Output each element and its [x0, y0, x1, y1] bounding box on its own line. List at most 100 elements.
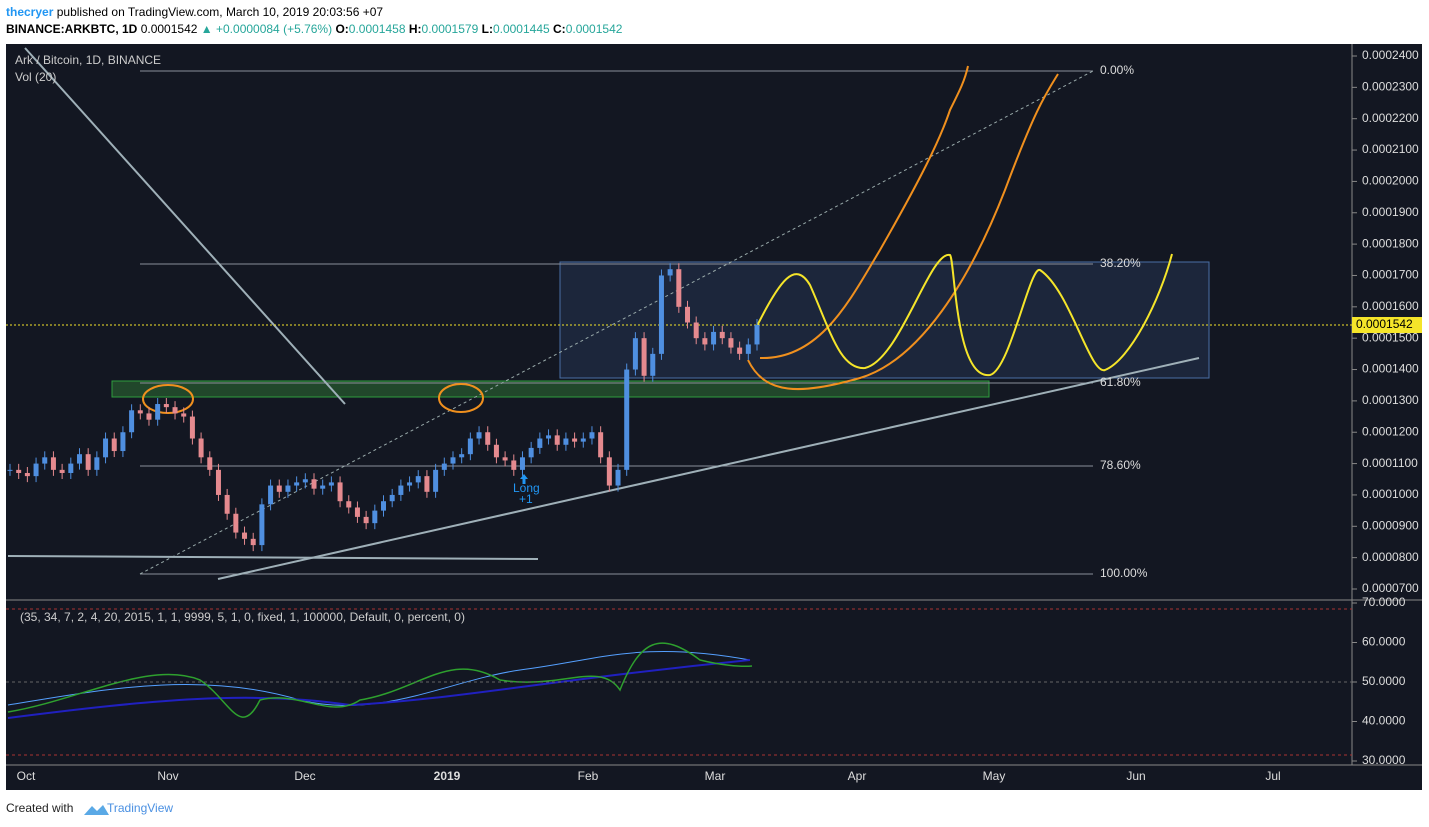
candle: [24, 472, 30, 477]
fib-label: 100.00%: [1100, 566, 1148, 580]
candle: [450, 457, 456, 464]
y-tick-label: 0.0002000: [1362, 174, 1419, 188]
candle: [476, 432, 482, 439]
author[interactable]: thecryer: [6, 5, 54, 19]
candle: [658, 275, 664, 354]
l-label: L:: [481, 22, 493, 36]
candle: [76, 454, 82, 464]
x-tick-label: Feb: [578, 769, 599, 783]
symbol: BINANCE:ARKBTC, 1D: [6, 22, 138, 36]
fib-lines: [140, 70, 1093, 575]
y-tick-label: 0.0001700: [1362, 268, 1419, 282]
c-label: C:: [553, 22, 566, 36]
candle: [189, 416, 195, 439]
indicator-tick-label: 40.0000: [1362, 714, 1406, 728]
candle: [94, 457, 100, 470]
candle: [693, 322, 699, 339]
long-arrow: [520, 474, 528, 484]
candle: [59, 469, 65, 473]
indicator-params: (35, 34, 7, 2, 4, 20, 2015, 1, 1, 9999, …: [20, 610, 465, 624]
candle: [485, 432, 491, 445]
candle: [320, 485, 326, 489]
candle: [598, 432, 604, 458]
candle: [467, 438, 473, 455]
candle: [233, 513, 239, 533]
y-tick-label: 0.0001300: [1362, 393, 1419, 407]
candle: [224, 494, 230, 514]
candle: [146, 413, 152, 420]
indicator-tick-label: 30.0000: [1362, 753, 1406, 767]
candle: [546, 435, 552, 439]
indicator-tick-label: 60.0000: [1362, 635, 1406, 649]
yellow-projection: [756, 253, 1173, 377]
change: +0.0000084 (+5.76%): [216, 22, 333, 36]
candle: [728, 338, 734, 348]
c: 0.0001542: [565, 22, 623, 36]
candle: [563, 438, 569, 445]
candle: [667, 269, 673, 276]
candle: [702, 338, 708, 345]
candle: [259, 504, 265, 546]
candle: [398, 485, 404, 495]
candle: [407, 482, 413, 486]
drawings: [6, 47, 1352, 756]
header-line-2: BINANCE:ARKBTC, 1D 0.0001542 ▲ +0.000008…: [6, 22, 622, 36]
y-tick-label: 0.0002200: [1362, 111, 1419, 125]
candle: [459, 454, 465, 458]
y-tick-label: 0.0001900: [1362, 205, 1419, 219]
tv-logo: [84, 805, 109, 815]
candle: [615, 469, 621, 486]
fib-label: 78.60%: [1100, 458, 1141, 472]
indicator-tick-label: 50.0000: [1362, 674, 1406, 688]
candle: [111, 438, 117, 452]
fib-label: 61.80%: [1100, 375, 1141, 389]
candle: [155, 404, 161, 420]
y-tick-label: 0.0001600: [1362, 299, 1419, 313]
candle: [737, 347, 743, 354]
orange-curve: [759, 65, 969, 360]
candle: [302, 479, 308, 483]
candle: [337, 482, 343, 502]
y-tick-label: 0.0002100: [1362, 142, 1419, 156]
candle: [276, 485, 282, 492]
fib-label: 0.00%: [1100, 63, 1134, 77]
candle: [685, 306, 691, 323]
footer-brand[interactable]: TradingView: [107, 801, 173, 815]
y-tick-label: 0.0001000: [1362, 487, 1419, 501]
candle: [632, 338, 638, 370]
x-tick-label: Apr: [848, 769, 867, 783]
candle: [7, 469, 13, 471]
y-tick-label: 0.0001500: [1362, 330, 1419, 344]
candle: [346, 501, 352, 508]
candle: [528, 447, 534, 458]
last-price-tag: [1352, 317, 1422, 334]
candle: [85, 454, 91, 470]
x-tick-label: Dec: [294, 769, 315, 783]
range-box: [559, 261, 1210, 379]
candle: [68, 463, 74, 473]
y-tick-label: 0.0001200: [1362, 424, 1419, 438]
candle: [433, 469, 439, 492]
candle: [537, 438, 543, 448]
candle: [441, 463, 447, 470]
candle: [641, 338, 647, 376]
candle: [198, 438, 204, 458]
indicator-tick-label: 70.0000: [1362, 595, 1406, 609]
candle: [33, 463, 39, 477]
y-tick-label: 0.0002300: [1362, 80, 1419, 94]
y-tick-label: 0.0001100: [1362, 456, 1418, 470]
support-zone: [111, 380, 990, 398]
indicator-band: [7, 650, 751, 707]
x-tick-label: May: [983, 769, 1006, 783]
y-tick-label: 0.0000700: [1362, 581, 1419, 595]
arrow: ▲: [200, 22, 213, 36]
indicator-line: [7, 642, 753, 718]
candle: [745, 344, 751, 354]
x-tick-label: 2019: [434, 769, 461, 783]
published: published on TradingView.com, March 10, …: [56, 5, 384, 19]
candle: [589, 432, 595, 439]
legend-volume: Vol (20): [15, 70, 56, 84]
y-tick-label: 0.0000800: [1362, 550, 1419, 564]
l: 0.0001445: [492, 22, 550, 36]
